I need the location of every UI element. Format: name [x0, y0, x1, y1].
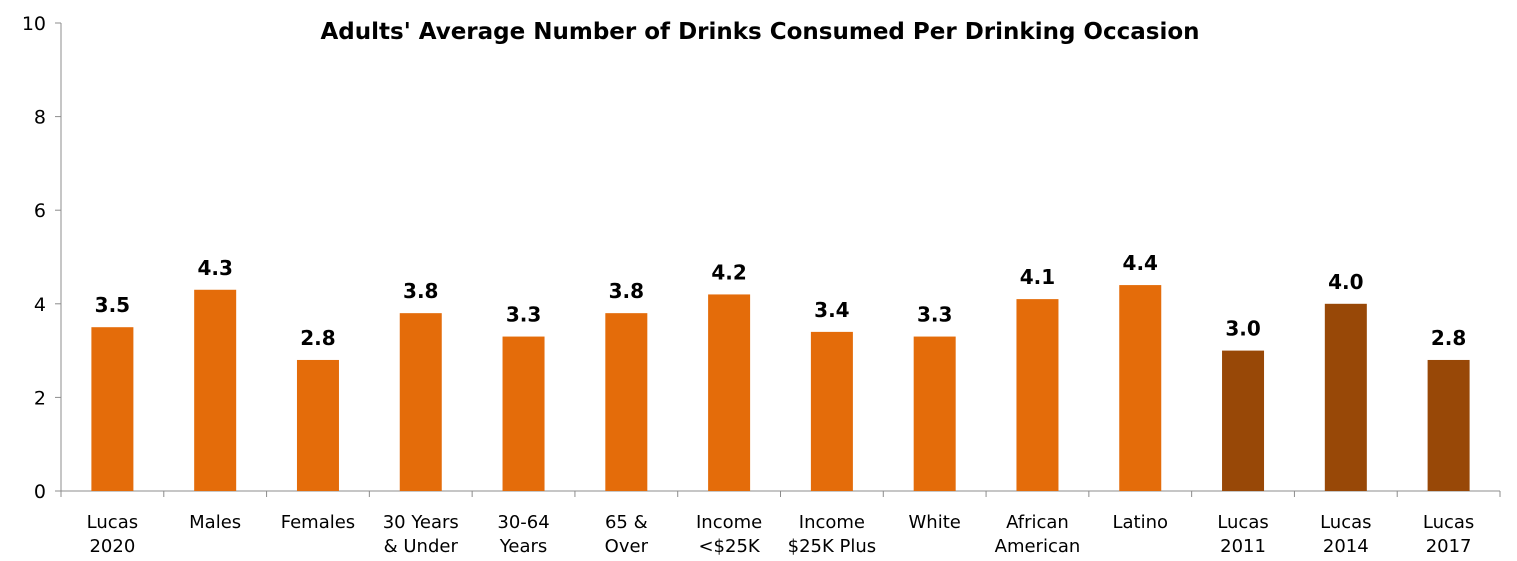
bar — [1222, 350, 1265, 491]
y-tick-label: 10 — [22, 13, 46, 35]
bar — [605, 313, 648, 491]
x-tick-label-line: Over — [605, 536, 649, 557]
data-label: 2.8 — [300, 326, 335, 350]
y-tick-label: 0 — [34, 481, 46, 503]
x-tick-label-line: Income — [696, 512, 762, 533]
x-tick-labels: Lucas 2020 Males Females 30 Years & Under 30-6… — [87, 512, 1475, 557]
x-tick-label: Lucas 2017 — [1423, 512, 1474, 557]
bar — [1119, 285, 1162, 491]
data-labels: 3.5 4.3 2.8 3.8 3.3 3.8 4.2 3.4 3.3 4.1 4.4 3.0 4.0 2… — [95, 251, 1467, 350]
bar — [296, 359, 339, 491]
x-tick-label-line: 2017 — [1426, 536, 1472, 557]
data-label: 4.3 — [197, 256, 232, 280]
x-tick-label: 65 & Over — [605, 512, 649, 557]
y-tick-label: 6 — [34, 200, 46, 222]
bar — [502, 336, 545, 491]
x-tick-label: White — [909, 512, 961, 533]
x-axis — [60, 490, 1501, 497]
y-tick-label: 4 — [34, 294, 46, 316]
data-label: 2.8 — [1431, 326, 1466, 350]
x-tick-label-line: 30-64 — [497, 512, 549, 533]
x-tick-label: Income <$25K — [696, 512, 762, 557]
data-label: 4.2 — [711, 260, 746, 284]
x-tick-label-line: Lucas — [87, 512, 138, 533]
x-tick-label-line: Latino — [1112, 512, 1168, 533]
data-label: 4.4 — [1123, 251, 1158, 275]
data-label: 4.1 — [1020, 265, 1055, 289]
x-tick-label-line: White — [909, 512, 961, 533]
data-label: 3.0 — [1225, 317, 1260, 341]
x-tick-label: Lucas 2014 — [1320, 512, 1371, 557]
x-tick-label-line: $25K Plus — [788, 536, 877, 557]
x-tick-label-line: African — [1006, 512, 1069, 533]
bar — [194, 289, 237, 491]
bars — [91, 285, 1470, 491]
bar — [1324, 303, 1367, 491]
x-tick-label: 30-64 Years — [497, 512, 549, 557]
y-tick-label: 8 — [34, 107, 46, 129]
bar — [1016, 299, 1059, 491]
x-tick-label: 30 Years & Under — [383, 512, 459, 557]
x-tick-label-line: & Under — [384, 536, 459, 557]
bar — [708, 294, 751, 491]
data-label: 3.8 — [403, 279, 438, 303]
x-tick-label: Income $25K Plus — [788, 512, 877, 557]
x-tick-label: Latino — [1112, 512, 1168, 533]
x-tick-label-line: 2020 — [89, 536, 135, 557]
x-tick-label: Lucas 2020 — [87, 512, 138, 557]
x-tick-label-line: Lucas — [1217, 512, 1268, 533]
x-tick-label: Males — [189, 512, 241, 533]
x-tick-label-line: <$25K — [698, 536, 760, 557]
x-tick-label: African American — [995, 512, 1081, 557]
bar — [1427, 359, 1470, 491]
x-tick-label: Females — [281, 512, 355, 533]
bar — [91, 327, 134, 491]
x-tick-label-line: 30 Years — [383, 512, 459, 533]
x-tick-label-line: 65 & — [605, 512, 648, 533]
bar — [913, 336, 956, 491]
data-label: 3.3 — [506, 303, 541, 327]
bar — [810, 331, 853, 491]
x-tick-label-line: American — [995, 536, 1081, 557]
data-label: 4.0 — [1328, 270, 1363, 294]
x-tick-label-line: Income — [799, 512, 865, 533]
data-label: 3.8 — [609, 279, 644, 303]
data-label: 3.3 — [917, 303, 952, 327]
y-axis: 0 2 4 6 8 10 — [22, 13, 62, 503]
x-tick-label-line: Lucas — [1320, 512, 1371, 533]
chart-title: Adults' Average Number of Drinks Consume… — [320, 19, 1199, 45]
data-label: 3.5 — [95, 293, 130, 317]
x-tick-label-line: Lucas — [1423, 512, 1474, 533]
x-tick-label-line: Years — [499, 536, 548, 557]
x-tick-label-line: Females — [281, 512, 355, 533]
x-tick-label-line: Males — [189, 512, 241, 533]
x-tick-label-line: 2011 — [1220, 536, 1266, 557]
data-label: 3.4 — [814, 298, 849, 322]
y-tick-label: 2 — [34, 387, 46, 409]
x-tick-label-line: 2014 — [1323, 536, 1369, 557]
x-tick-label: Lucas 2011 — [1217, 512, 1268, 557]
bar — [399, 313, 442, 491]
